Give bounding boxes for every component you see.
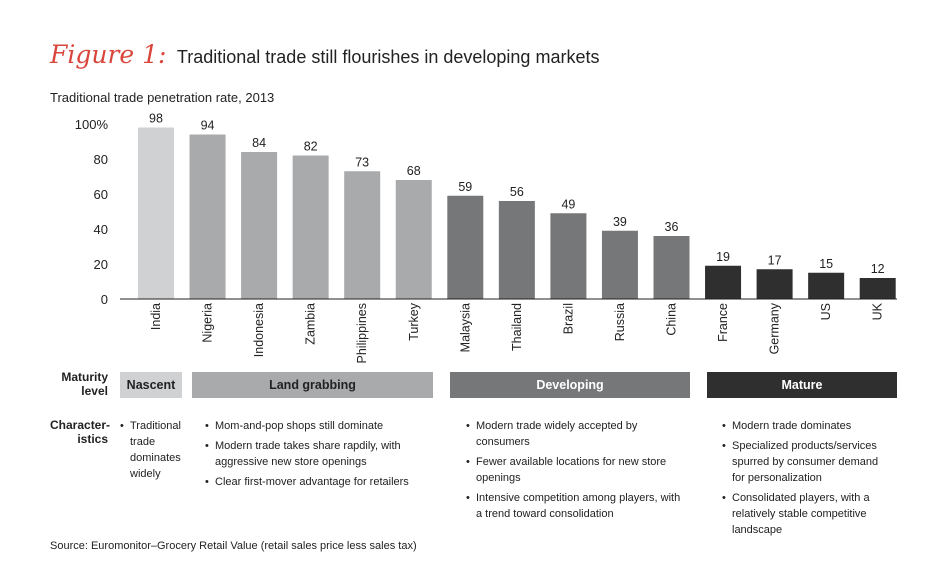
data-label: 36 <box>665 220 679 234</box>
characteristic-item: Intensive competition among players, wit… <box>466 490 681 522</box>
bar <box>601 230 638 299</box>
characteristic-item: Consolidated players, with a relatively … <box>722 490 892 538</box>
data-label: 94 <box>201 119 215 133</box>
data-label: 15 <box>819 257 833 271</box>
y-tick-label: 40 <box>94 222 108 237</box>
bar <box>292 155 329 299</box>
bar <box>138 127 174 299</box>
category-label: Thailand <box>510 303 524 351</box>
characteristics-nascent: Traditional trade dominates widely <box>120 418 190 486</box>
bar <box>447 195 484 299</box>
figure-label: Figure 1: <box>50 40 167 69</box>
category-label: Malaysia <box>458 303 472 352</box>
bar <box>756 269 793 299</box>
y-tick-label: 60 <box>94 187 108 202</box>
data-label: 84 <box>252 136 266 150</box>
category-label: Indonesia <box>252 303 266 357</box>
data-label: 82 <box>304 140 318 154</box>
characteristic-item: Modern trade widely accepted by consumer… <box>466 418 681 450</box>
bar <box>241 152 278 299</box>
category-label: Russia <box>613 303 627 341</box>
y-tick-label: 100% <box>75 117 109 132</box>
figure-heading: Figure 1: Traditional trade still flouri… <box>50 40 599 69</box>
data-label: 56 <box>510 185 524 199</box>
maturity-level-label: Maturity level <box>61 370 108 398</box>
y-tick-label: 80 <box>94 152 108 167</box>
bar <box>653 236 690 299</box>
characteristic-item: Traditional trade dominates widely <box>120 418 190 482</box>
data-label: 39 <box>613 215 627 229</box>
characteristics-label: Character- istics <box>50 418 111 446</box>
category-label: US <box>819 303 833 320</box>
bar <box>498 201 535 299</box>
characteristic-item: Specialized products/services spurred by… <box>722 438 892 486</box>
category-label: India <box>149 303 163 330</box>
category-label: Turkey <box>407 302 421 340</box>
stage-band-developing: Developing <box>450 372 690 398</box>
bar <box>808 272 845 299</box>
data-label: 17 <box>768 253 782 267</box>
category-label: Zambia <box>304 303 318 345</box>
bar-chart: 0 20 40 60 80 100% 98 India 94 Nigeria 84 Indonesia… <box>75 112 897 363</box>
characteristics-land-grabbing: Mom-and-pop shops still dominate Modern … <box>205 418 430 494</box>
category-label: Philippines <box>355 303 369 363</box>
stage-band-land-grabbing: Land grabbing <box>192 372 433 398</box>
bar <box>395 180 432 299</box>
y-tick-label: 20 <box>94 257 108 272</box>
data-label: 73 <box>355 155 369 169</box>
data-label: 68 <box>407 164 421 178</box>
data-label: 49 <box>561 197 575 211</box>
chart-subtitle: Traditional trade penetration rate, 2013 <box>50 90 275 105</box>
stage-band-mature: Mature <box>707 372 897 398</box>
data-label: 19 <box>716 250 730 264</box>
category-label: Germany <box>768 302 782 354</box>
y-tick-label: 0 <box>101 292 108 307</box>
data-label: 98 <box>149 112 163 126</box>
characteristic-item: Modern trade takes share rapdily, with a… <box>205 438 430 470</box>
bar <box>705 265 742 299</box>
category-label: Nigeria <box>201 303 215 343</box>
data-label: 59 <box>458 180 472 194</box>
stage-band-nascent: Nascent <box>120 372 182 398</box>
bar <box>189 134 226 299</box>
category-label: UK <box>871 302 885 320</box>
bar <box>550 213 587 299</box>
characteristics-developing: Modern trade widely accepted by consumer… <box>466 418 681 526</box>
stage-name: Land grabbing <box>269 378 356 392</box>
chart-title: Traditional trade still flourishes in de… <box>176 47 600 67</box>
characteristic-item: Fewer available locations for new store … <box>466 454 681 486</box>
category-label: France <box>716 303 730 342</box>
category-label: Brazil <box>561 303 575 334</box>
characteristic-item: Clear first-mover advantage for retailer… <box>205 474 430 490</box>
characteristic-item: Modern trade dominates <box>722 418 892 434</box>
bar <box>344 171 381 299</box>
category-label: China <box>665 303 679 336</box>
source-note: Source: Euromonitor–Grocery Retail Value… <box>50 540 417 552</box>
bar <box>859 278 896 299</box>
stage-name: Mature <box>781 378 823 392</box>
stage-name: Developing <box>536 378 604 392</box>
characteristic-item: Mom-and-pop shops still dominate <box>205 418 430 434</box>
data-label: 12 <box>871 262 885 276</box>
stage-name: Nascent <box>126 378 176 392</box>
characteristics-mature: Modern trade dominates Specialized produ… <box>722 418 892 542</box>
